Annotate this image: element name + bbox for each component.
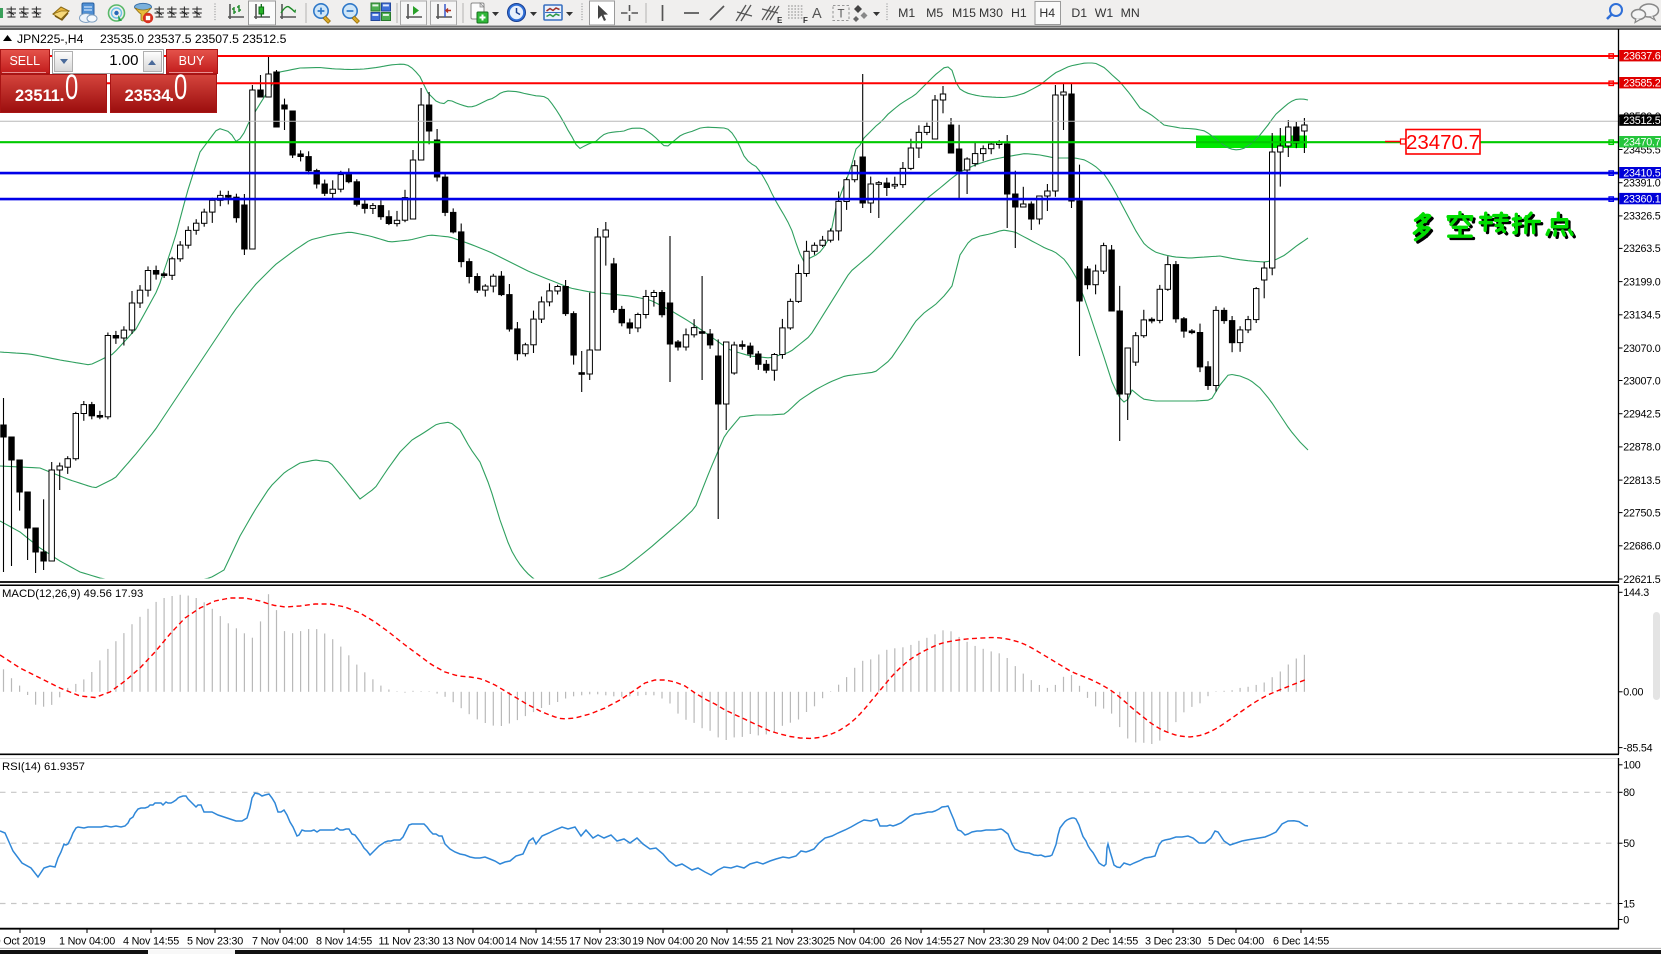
svg-text:80: 80 [1623,787,1635,799]
svg-text:H4: H4 [1039,6,1055,20]
svg-text:22942.5: 22942.5 [1623,409,1660,421]
svg-text:23007.0: 23007.0 [1623,375,1660,387]
svg-text:22621.5: 22621.5 [1623,574,1660,583]
svg-text:7 Nov 04:00: 7 Nov 04:00 [252,936,308,948]
svg-text:22878.0: 22878.0 [1623,442,1660,454]
svg-text:100: 100 [1623,760,1640,772]
svg-text:25 Nov 04:00: 25 Nov 04:00 [823,936,885,948]
svg-text:0: 0 [1623,914,1629,926]
svg-text:21 Nov 23:30: 21 Nov 23:30 [761,936,823,948]
svg-text:50: 50 [1623,838,1635,850]
svg-text:22813.5: 22813.5 [1623,475,1660,487]
svg-text:0.00: 0.00 [1623,687,1643,699]
svg-text:23512.5: 23512.5 [1623,115,1660,127]
svg-text:8 Nov 14:55: 8 Nov 14:55 [316,936,372,948]
svg-text:W1: W1 [1095,6,1114,20]
svg-text:6 Dec 14:55: 6 Dec 14:55 [1273,936,1329,948]
svg-text:T: T [838,9,845,21]
svg-text:23360.1: 23360.1 [1623,194,1660,206]
svg-text:-85.54: -85.54 [1623,742,1652,754]
svg-text:M1: M1 [898,6,915,20]
svg-text:M15: M15 [952,6,976,20]
svg-text:23585.2: 23585.2 [1623,78,1660,90]
svg-text:23070.0: 23070.0 [1623,343,1660,355]
svg-text:3 Dec 23:30: 3 Dec 23:30 [1145,936,1201,948]
svg-text:26 Nov 14:55: 26 Nov 14:55 [890,936,952,948]
svg-text:22750.5: 22750.5 [1623,507,1660,519]
svg-text:MACD(12,26,9) 49.56 17.93: MACD(12,26,9) 49.56 17.93 [2,588,143,600]
svg-text:19 Nov 04:00: 19 Nov 04:00 [632,936,694,948]
svg-text:E: E [777,16,783,25]
svg-text:23637.6: 23637.6 [1623,51,1660,63]
svg-text:H1: H1 [1011,6,1027,20]
svg-text:23391.0: 23391.0 [1623,178,1660,190]
svg-text:23199.0: 23199.0 [1623,276,1660,288]
svg-text:A: A [812,6,822,22]
svg-text:JPN225-,H4: JPN225-,H4 [17,32,84,46]
svg-text:23410.5: 23410.5 [1623,168,1660,180]
svg-text:RSI(14) 61.9357: RSI(14) 61.9357 [2,761,85,773]
svg-text:M30: M30 [979,6,1003,20]
svg-text:F: F [803,16,808,25]
svg-text:14 Nov 14:55: 14 Nov 14:55 [505,936,567,948]
svg-text:23263.5: 23263.5 [1623,243,1660,255]
svg-text:1 Nov 04:00: 1 Nov 04:00 [59,936,115,948]
svg-text:20 Nov 14:55: 20 Nov 14:55 [696,936,758,948]
svg-text:MN: MN [1121,6,1140,20]
svg-text:23134.5: 23134.5 [1623,310,1660,322]
svg-text:D1: D1 [1071,6,1087,20]
svg-text:15: 15 [1623,898,1635,910]
svg-text:144.3: 144.3 [1623,587,1649,599]
svg-text:23535.0 23537.5 23507.5 23512.: 23535.0 23537.5 23507.5 23512.5 [100,32,287,46]
svg-text:5 Nov 23:30: 5 Nov 23:30 [187,936,243,948]
svg-text:23326.5: 23326.5 [1623,211,1660,223]
svg-text:23470.7: 23470.7 [1623,137,1660,149]
svg-text:M5: M5 [926,6,943,20]
svg-text:22686.0: 22686.0 [1623,541,1660,553]
svg-text:4 Nov 14:55: 4 Nov 14:55 [123,936,179,948]
svg-text:11 Nov 23:30: 11 Nov 23:30 [378,936,439,948]
svg-text:0 Oct 2019: 0 Oct 2019 [0,936,46,948]
svg-text:27 Nov 23:30: 27 Nov 23:30 [953,936,1015,948]
svg-text:2 Dec 14:55: 2 Dec 14:55 [1082,936,1138,948]
svg-text:17 Nov 23:30: 17 Nov 23:30 [569,936,631,948]
svg-text:5 Dec 04:00: 5 Dec 04:00 [1208,936,1264,948]
svg-text:23470.7: 23470.7 [1406,131,1480,154]
svg-text:13 Nov 04:00: 13 Nov 04:00 [442,936,504,948]
svg-text:29 Nov 04:00: 29 Nov 04:00 [1017,936,1079,948]
